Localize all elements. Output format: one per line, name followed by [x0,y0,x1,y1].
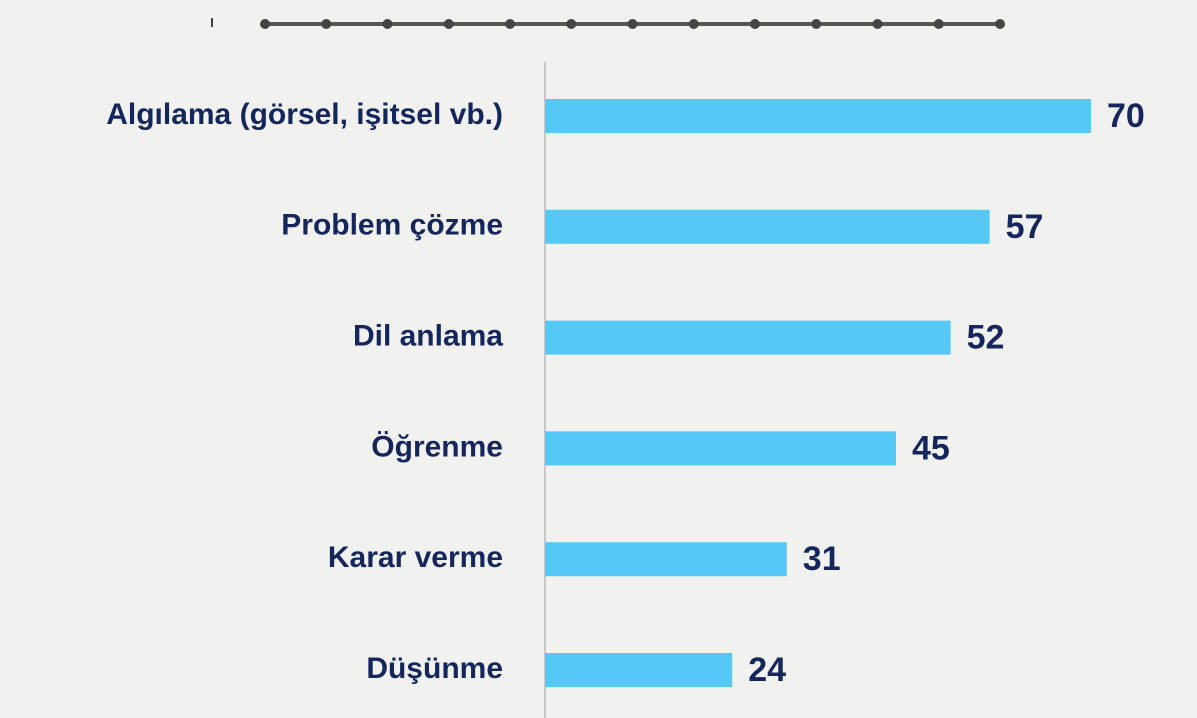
bar [545,542,787,577]
decoration-dot [505,19,515,29]
decoration-dot [750,19,760,29]
value-label: 45 [912,429,950,467]
top-decoration [211,18,1005,29]
decoration-dot [811,19,822,29]
value-label: 52 [967,319,1005,357]
bar [545,653,733,687]
decoration-dot [443,19,454,29]
bar [545,320,951,355]
bar [545,209,990,244]
decoration-dot [933,19,944,29]
decoration-dot [627,19,638,29]
decoration-dot [872,19,883,29]
category-label: Algılama (görsel, işitsel vb.) [106,98,503,131]
value-label: 70 [1107,97,1145,135]
category-label: Dil anlama [353,320,503,353]
value-label: 31 [803,540,841,578]
bar [545,99,1091,133]
category-label: Problem çözme [281,209,503,242]
category-label: Karar verme [328,541,503,574]
decoration-dot [260,19,270,29]
decoration-dot [382,19,393,29]
category-label: Düşünme [366,652,503,685]
decoration-dot [995,19,1005,29]
decoration-dot [321,19,332,29]
decoration-dot [688,19,699,29]
bar [545,431,896,466]
value-label: 24 [748,651,786,689]
value-label: 57 [1006,208,1044,246]
decoration-dot [566,19,577,29]
category-label: Öğrenme [371,430,503,463]
